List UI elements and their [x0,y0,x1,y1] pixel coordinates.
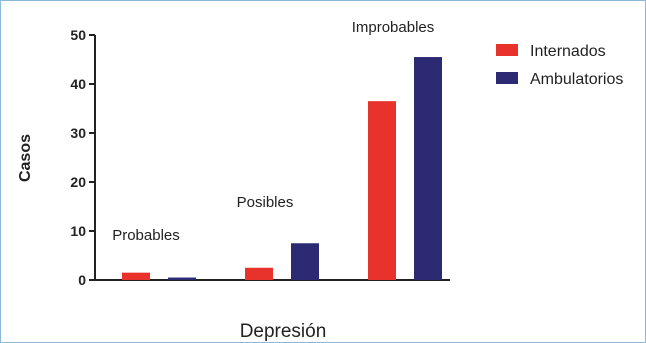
bar-posibles-ambulatorios [291,243,319,280]
y-tick-label: 10 [70,223,86,239]
y-tick-label: 30 [70,125,86,141]
category-label-improbables: Improbables [352,19,435,36]
bar-improbables-ambulatorios [414,57,442,280]
category-labels: Probables Posibles Improbables [112,19,434,244]
y-tick-label: 20 [70,174,86,190]
y-axis: 0 10 20 30 40 50 [70,27,96,288]
bars [122,57,442,281]
legend-label-internados: Internados [530,43,606,60]
legend: Internados Ambulatorios [496,43,623,88]
category-label-probables: Probables [112,227,180,244]
bar-probables-ambulatorios [168,277,196,280]
bar-probables-internados [122,272,150,280]
y-tick-label: 0 [78,272,86,288]
y-tick-label: 50 [70,27,86,43]
x-axis-title: Depresión [240,321,327,342]
legend-swatch-internados [496,44,518,56]
category-label-posibles: Posibles [237,194,294,211]
y-axis-title: Casos [17,134,34,182]
bar-posibles-internados [245,267,273,280]
legend-label-ambulatorios: Ambulatorios [530,71,623,88]
legend-swatch-ambulatorios [496,72,518,84]
y-tick-label: 40 [70,76,86,92]
bar-improbables-internados [368,101,396,281]
